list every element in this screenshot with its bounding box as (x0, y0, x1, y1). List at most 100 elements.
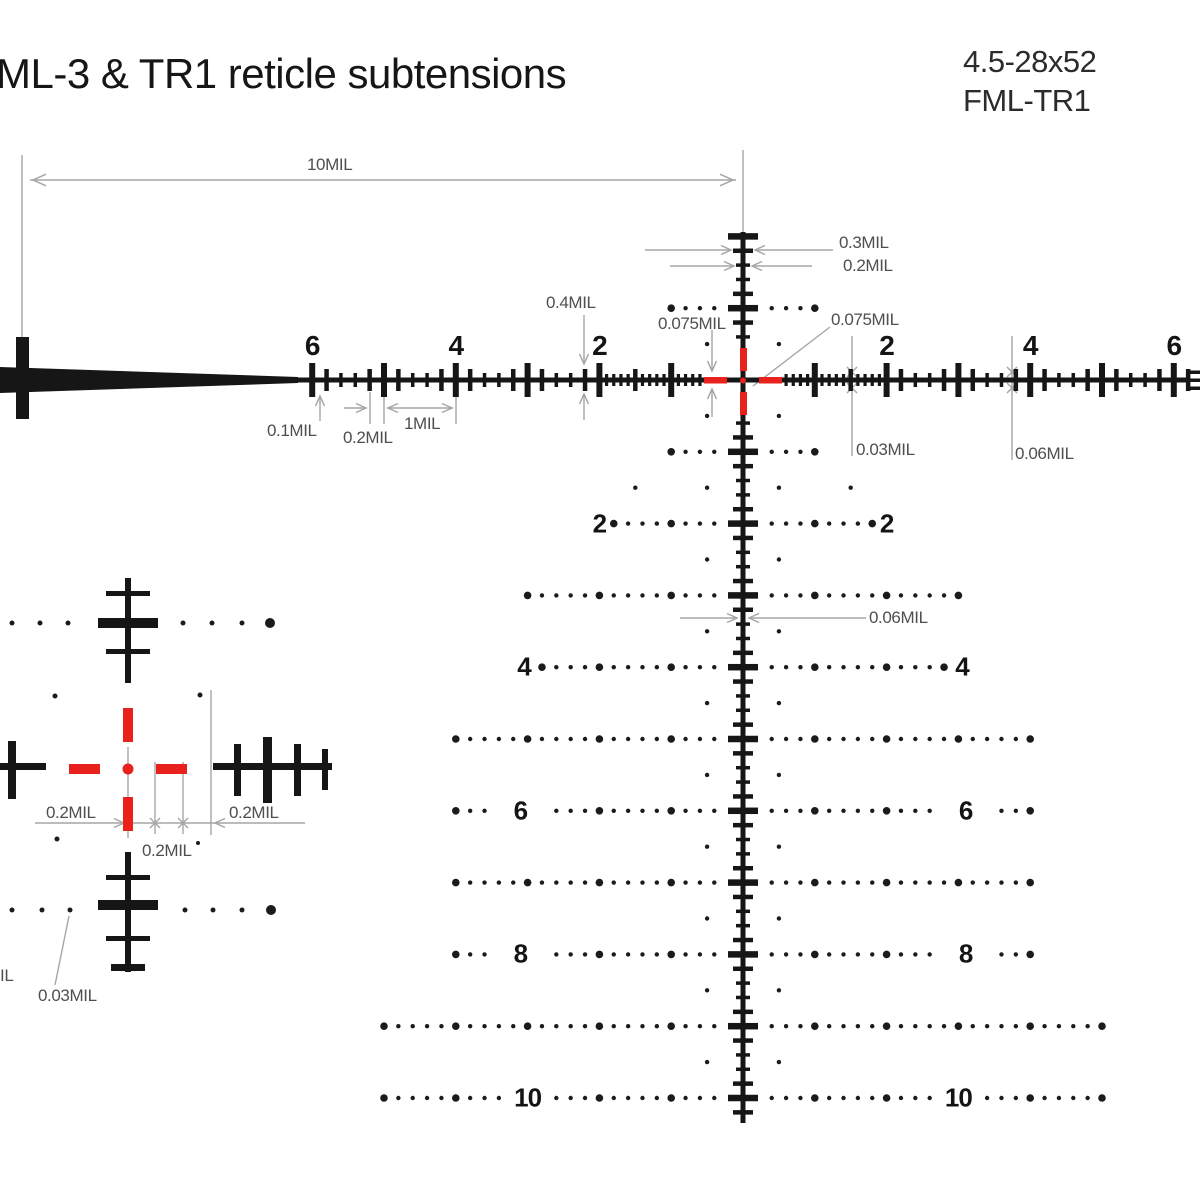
dot (683, 665, 688, 670)
dot (667, 519, 675, 528)
arrowhead-icon (314, 394, 326, 407)
dot (568, 952, 573, 957)
dot (482, 1095, 487, 1101)
dot (898, 880, 904, 885)
dot (898, 665, 904, 670)
dot (927, 952, 932, 957)
dot (697, 593, 703, 598)
dim-0p2mil-haxis: 0.2MIL (343, 428, 393, 447)
dot (712, 880, 717, 885)
dot (811, 591, 819, 600)
arrowhead-icon (706, 387, 718, 400)
red-center-dash (759, 377, 782, 384)
dot (1071, 1095, 1076, 1101)
h-tick (999, 373, 1004, 387)
dot (595, 735, 604, 743)
h-tick (791, 374, 795, 386)
dot (798, 880, 803, 885)
dot (811, 448, 819, 456)
red-center-dot (740, 377, 746, 384)
inset-dot (9, 907, 15, 913)
dot (841, 736, 846, 742)
inset-dim-cutoff: IL (0, 966, 14, 985)
dot (611, 1023, 616, 1029)
h-tick (841, 374, 846, 386)
dot (452, 950, 460, 959)
dot (410, 1023, 415, 1029)
h-tick (482, 373, 487, 387)
dot (496, 1023, 502, 1029)
arrowhead-icon (355, 402, 368, 414)
center-detail-inset (0, 578, 332, 972)
dot (633, 485, 638, 490)
dot (783, 808, 789, 813)
h-tick (941, 369, 947, 391)
dot (568, 880, 573, 885)
dot (654, 808, 660, 813)
v-tick (728, 448, 758, 456)
dot (539, 1023, 545, 1029)
v-tick (728, 951, 758, 958)
dot (595, 807, 604, 815)
h-tick (811, 363, 818, 397)
arrowhead-icon (753, 244, 766, 256)
dot (482, 952, 487, 957)
v-tick (733, 1081, 753, 1086)
dot (882, 950, 891, 959)
dot (582, 665, 588, 670)
dot (667, 950, 675, 959)
dot (704, 772, 710, 778)
dim-1mil: 1MIL (404, 414, 441, 433)
v-tick (736, 622, 750, 626)
dot (625, 736, 631, 742)
h-tick (410, 373, 415, 387)
dot (913, 808, 918, 813)
arrowhead-icon (750, 260, 763, 272)
scope-model: 4.5-28x52 FML-TR1 (963, 42, 1097, 120)
h-tick (554, 373, 559, 387)
dot (683, 880, 688, 885)
dot (811, 1022, 819, 1030)
dot (826, 736, 832, 742)
dot (913, 593, 918, 598)
dot (954, 1022, 963, 1030)
v-tick (728, 663, 758, 671)
dot (999, 736, 1004, 742)
dot (523, 878, 532, 887)
dot (424, 1095, 430, 1101)
v-tick (736, 909, 750, 914)
dot (999, 880, 1004, 885)
dot (704, 629, 710, 634)
dot (769, 1023, 774, 1029)
h-tick (367, 369, 372, 391)
h-tick (381, 363, 387, 397)
dot (882, 878, 891, 887)
dot (1085, 1095, 1090, 1101)
dot (511, 880, 516, 885)
dot (568, 1095, 573, 1101)
inset-dot (54, 836, 60, 842)
dim-0p03mil: 0.03MIL (856, 440, 915, 459)
h-tick (612, 374, 616, 386)
reticle-red-center (704, 348, 782, 415)
dot (1098, 1022, 1106, 1030)
inset-dim-0p03mil: 0.03MIL (38, 986, 97, 1005)
dot (625, 808, 631, 813)
dot (776, 988, 782, 993)
dot (625, 952, 631, 957)
dot (811, 950, 819, 959)
dot (396, 1095, 401, 1101)
dot (712, 952, 717, 957)
dot (654, 736, 660, 742)
v-tick (736, 550, 750, 555)
dot (625, 1023, 631, 1029)
dot (683, 1095, 688, 1101)
v-tick (736, 1067, 750, 1072)
dot (826, 808, 832, 813)
inset-dot (210, 907, 216, 913)
dot (1056, 1023, 1062, 1029)
dot (769, 952, 774, 957)
dot (482, 808, 487, 813)
h-axis-number-6: 6 (1166, 330, 1183, 361)
